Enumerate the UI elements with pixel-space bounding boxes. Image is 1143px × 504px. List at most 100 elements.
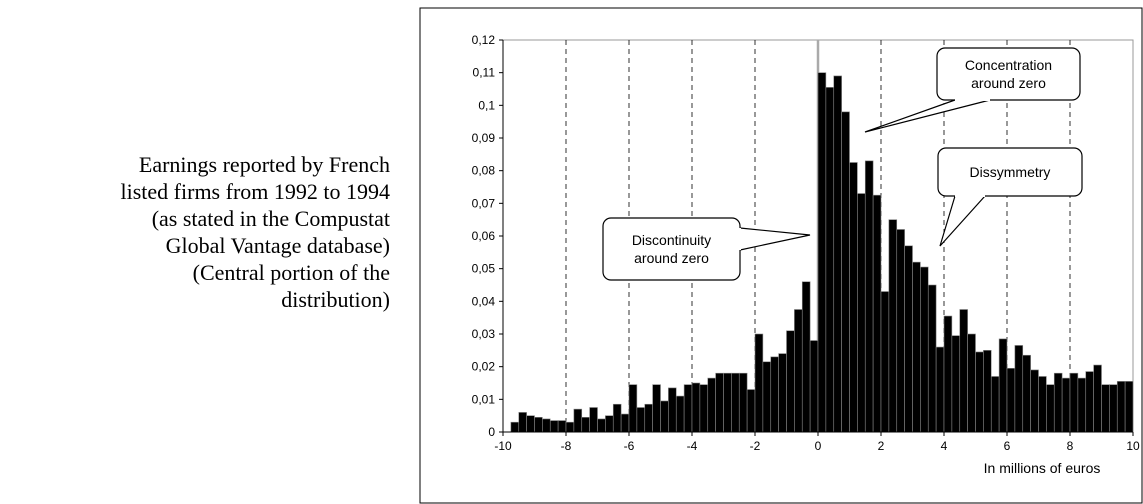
bar	[990, 376, 1000, 433]
x-tick-label: 2	[878, 439, 885, 453]
bar	[762, 361, 772, 433]
bar	[794, 309, 803, 433]
bar	[825, 87, 835, 433]
bar	[1053, 372, 1063, 433]
bar	[746, 389, 756, 433]
bar	[683, 384, 693, 433]
bar	[943, 315, 953, 433]
y-tick-label: 0,12	[472, 33, 496, 47]
callout-text: Dissymmetry	[970, 164, 1051, 180]
bar	[920, 266, 929, 433]
callout-box	[936, 47, 1081, 101]
x-tick-label: -6	[624, 439, 635, 453]
bar	[557, 420, 567, 433]
bar	[778, 353, 787, 433]
bar	[1124, 381, 1134, 433]
x-tick-label: 10	[1126, 439, 1140, 453]
callout-text: Concentration	[965, 57, 1052, 73]
bar	[589, 407, 598, 433]
bar	[975, 351, 984, 433]
bar	[896, 229, 905, 433]
bar	[817, 72, 827, 433]
bar	[668, 387, 677, 433]
bar	[864, 160, 874, 433]
caption-line: distribution)	[281, 287, 390, 312]
bar	[1101, 384, 1110, 433]
bar	[597, 418, 606, 433]
bar	[699, 384, 709, 433]
y-tick-label: 0,02	[472, 360, 496, 374]
bar	[581, 416, 590, 433]
bar	[738, 372, 748, 433]
caption-line: (as stated in the Compustat	[152, 206, 390, 231]
bar	[573, 408, 583, 433]
bar	[1046, 384, 1055, 433]
bar	[935, 346, 945, 433]
bar	[660, 400, 669, 433]
bar	[620, 413, 630, 433]
bar	[636, 407, 646, 433]
x-tick-label: 0	[815, 439, 822, 453]
bar	[1006, 367, 1016, 433]
callout-text: around zero	[971, 75, 1046, 91]
callout-text: around zero	[634, 250, 709, 266]
bar	[542, 418, 551, 433]
bar	[927, 284, 937, 433]
callout: Concentration around zero	[864, 47, 1081, 133]
callout-tail	[939, 195, 986, 247]
bar	[510, 421, 520, 433]
y-tick-label: 0,01	[472, 392, 496, 406]
bar	[1038, 376, 1047, 433]
bar	[872, 194, 882, 433]
bar	[715, 372, 724, 433]
bar	[951, 335, 961, 433]
bar	[565, 421, 575, 433]
bar	[1077, 377, 1087, 433]
x-tick-label: 6	[1004, 439, 1011, 453]
y-tick-label: 0,07	[472, 196, 496, 210]
x-tick-label: -8	[561, 439, 572, 453]
x-tick-label: -2	[750, 439, 761, 453]
bar	[801, 281, 811, 433]
bar	[1022, 354, 1031, 433]
y-tick-label: 0,03	[472, 327, 496, 341]
bar	[644, 403, 653, 433]
callout-box	[602, 217, 741, 281]
bar	[605, 415, 614, 433]
bar	[841, 111, 850, 433]
y-tick-label: 0,09	[472, 131, 496, 145]
x-tick-label: 4	[941, 439, 948, 453]
x-tick-label: -4	[687, 439, 698, 453]
caption-line: Global Vantage database)	[166, 233, 390, 258]
callout-text: Discontinuity	[632, 232, 711, 248]
callout: Discontinuity around zero	[602, 217, 811, 281]
x-tick-label: 8	[1067, 439, 1074, 453]
bar	[1093, 364, 1102, 433]
callout-tail	[864, 99, 991, 133]
bar	[888, 219, 898, 433]
bar	[675, 395, 685, 433]
bar	[628, 384, 638, 433]
caption-line: Earnings reported by French	[139, 152, 390, 177]
bar	[1069, 372, 1079, 433]
bar	[1116, 381, 1126, 433]
bar	[880, 291, 890, 433]
bar	[1109, 384, 1118, 433]
bar	[1014, 345, 1024, 433]
callout-tail	[739, 227, 811, 251]
caption-line: listed firms from 1992 to 1994	[121, 179, 390, 204]
x-tick-label: -10	[494, 439, 512, 453]
bar	[534, 416, 543, 433]
y-tick-label: 0,05	[472, 262, 496, 276]
bar	[526, 415, 535, 433]
bar	[983, 350, 992, 433]
bar	[967, 333, 976, 433]
bar	[691, 382, 701, 433]
caption-line: (Central portion of the	[193, 260, 390, 285]
bar	[549, 420, 559, 433]
bar	[652, 384, 661, 433]
bar	[904, 245, 913, 433]
y-tick-label: 0,06	[472, 229, 496, 243]
bar	[959, 309, 968, 433]
